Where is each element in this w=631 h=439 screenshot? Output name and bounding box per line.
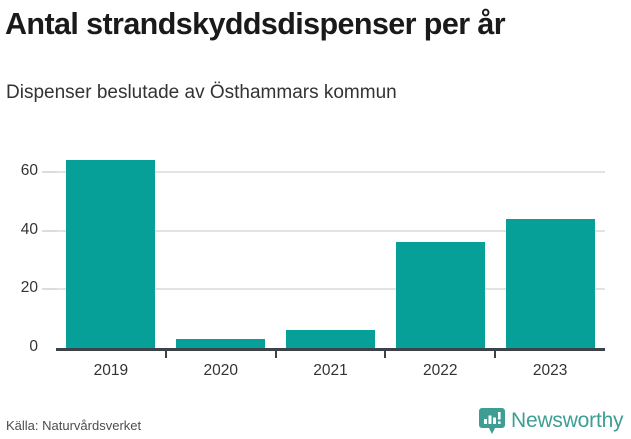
bar-2021[interactable] bbox=[286, 330, 375, 348]
y-axis-label-text: 20 bbox=[20, 279, 38, 297]
y-axis-label-text: 40 bbox=[20, 220, 38, 238]
y-axis-label: 40 bbox=[0, 220, 38, 238]
source-note: Källa: Naturvårdsverket bbox=[6, 418, 142, 433]
x-axis-label-2021: 2021 bbox=[313, 362, 348, 379]
chart-subtitle: Dispenser beslutade av Östhammars kommun bbox=[6, 82, 397, 103]
y-axis-tick bbox=[42, 229, 57, 232]
x-axis-label-2020: 2020 bbox=[203, 362, 238, 379]
y-axis-label: 20 bbox=[0, 280, 38, 296]
newsworthy-logo[interactable]: Newsworthy bbox=[479, 407, 624, 435]
y-axis-tick bbox=[42, 171, 57, 174]
y-gridline bbox=[56, 229, 605, 232]
x-axis-line bbox=[56, 348, 605, 351]
bar-2019[interactable] bbox=[66, 160, 156, 348]
y-axis-label: 60 bbox=[0, 163, 38, 179]
y-gridline bbox=[56, 171, 605, 174]
x-axis-tick bbox=[274, 350, 277, 358]
page-title: Antal strandskyddsdispenser per år bbox=[5, 7, 506, 41]
y-axis-label: 0 bbox=[0, 339, 38, 355]
newsworthy-wordmark: Newsworthy bbox=[511, 409, 624, 432]
x-axis-tick bbox=[384, 350, 387, 358]
y-axis-tick bbox=[42, 288, 57, 291]
y-gridline bbox=[56, 288, 605, 291]
bar-2020[interactable] bbox=[176, 339, 266, 348]
x-axis-tick bbox=[494, 350, 497, 358]
newsworthy-chart-pin-icon bbox=[479, 408, 505, 434]
x-axis-label-2019: 2019 bbox=[93, 362, 129, 379]
x-axis-label-2022: 2022 bbox=[423, 362, 458, 379]
y-axis-label-text: 60 bbox=[20, 162, 38, 180]
bar-2023[interactable] bbox=[505, 218, 595, 348]
x-axis-label-2023: 2023 bbox=[532, 362, 568, 379]
bar-2022[interactable] bbox=[395, 242, 485, 348]
x-axis-tick bbox=[164, 350, 167, 358]
y-axis-label-text: 0 bbox=[29, 338, 38, 355]
